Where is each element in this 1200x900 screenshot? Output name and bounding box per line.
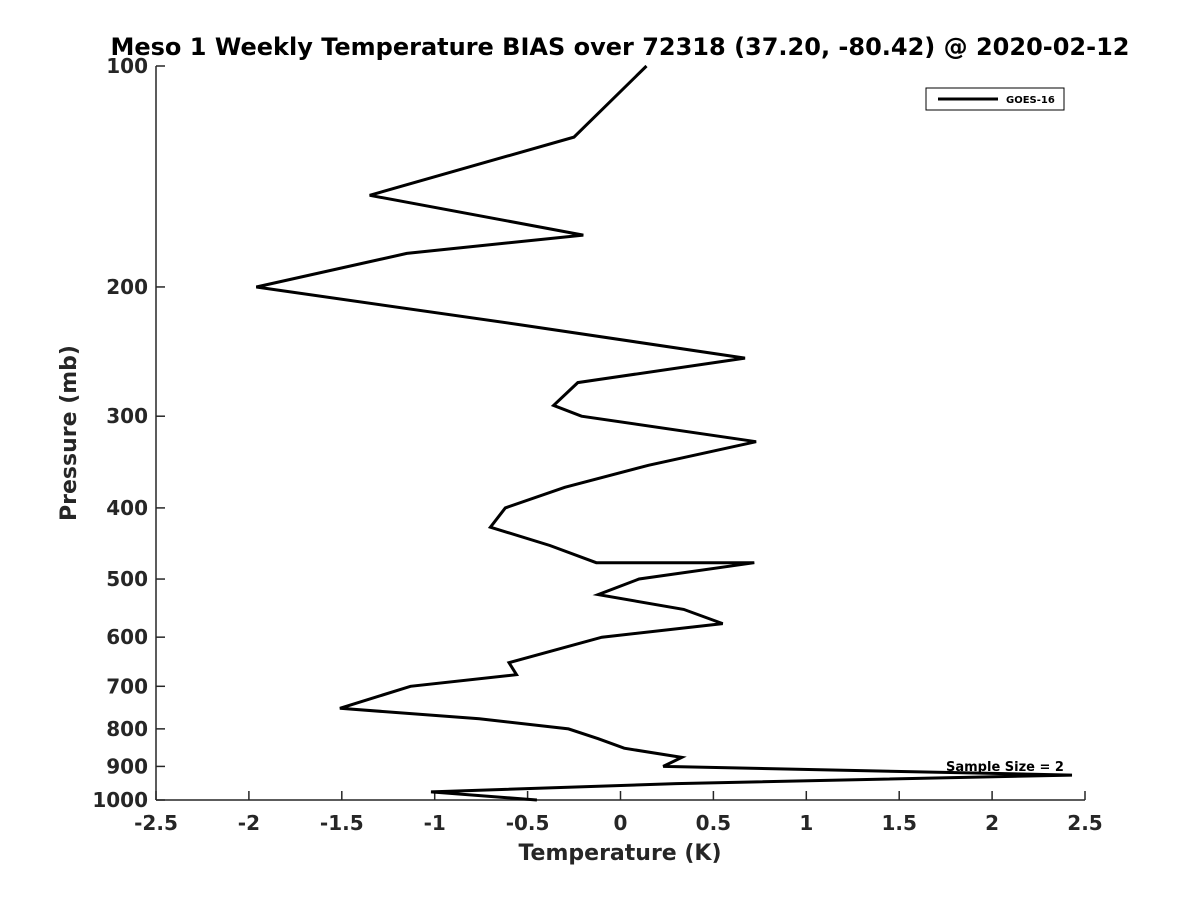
series-group: [255, 64, 1073, 802]
x-axis-label: Temperature (K): [518, 841, 721, 866]
x-tick-label: 0.5: [696, 811, 731, 835]
series-line-goes-16: [255, 64, 1073, 802]
y-tick-label: 900: [106, 754, 148, 778]
legend-label-goes-16: GOES-16: [1006, 95, 1055, 106]
y-tick-label: 200: [106, 275, 148, 299]
x-tick-label: -1: [424, 811, 446, 835]
x-tick-label: 2: [985, 811, 999, 835]
x-tick-label: -0.5: [506, 811, 550, 835]
y-tick-label: 1000: [92, 788, 148, 812]
sample-size-annotation: Sample Size = 2: [946, 760, 1064, 775]
chart-title: Meso 1 Weekly Temperature BIAS over 7231…: [110, 33, 1129, 61]
x-tick-label: 1: [799, 811, 813, 835]
x-tick-label: -2: [238, 811, 260, 835]
y-tick-label: 500: [106, 567, 148, 591]
legend: GOES-16: [925, 87, 1065, 111]
y-tick-label: 300: [106, 404, 148, 428]
plot-area: -2.5 -2 -1.5 -1 -0.5 0 0.5 1 1.5 2 2.5 100 200 300 40…: [92, 54, 1102, 835]
x-tick-label: -2.5: [134, 811, 178, 835]
y-tick-label: 400: [106, 496, 148, 520]
y-tick-label: 100: [106, 54, 148, 78]
x-tick-label: 1.5: [881, 811, 916, 835]
x-tick-label: 2.5: [1067, 811, 1102, 835]
y-tick-label: 700: [106, 674, 148, 698]
y-tick-label: 600: [106, 625, 148, 649]
y-ticks: 100 200 300 400 500 600 700 800 900 1000: [92, 54, 165, 812]
x-tick-label: 0: [614, 811, 628, 835]
y-tick-label: 800: [106, 717, 148, 741]
x-tick-label: -1.5: [320, 811, 364, 835]
y-axis-label: Pressure (mb): [57, 345, 82, 521]
x-ticks: -2.5 -2 -1.5 -1 -0.5 0 0.5 1 1.5 2 2.5: [134, 791, 1103, 835]
